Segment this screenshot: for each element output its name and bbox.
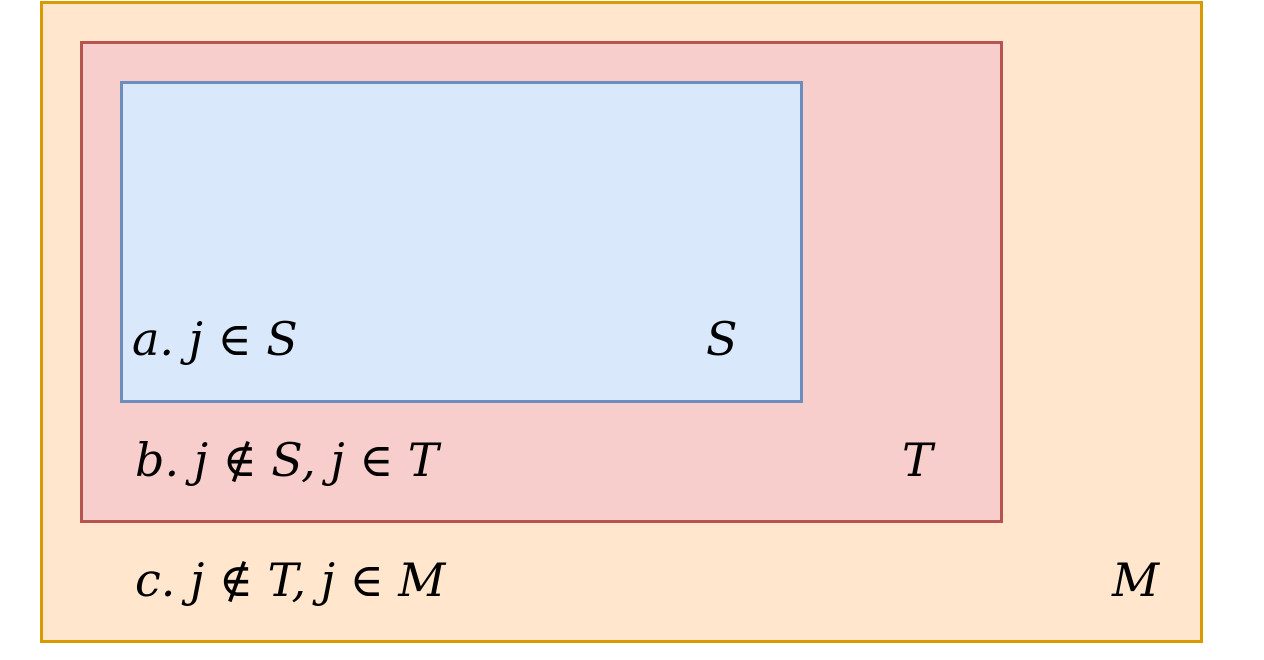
set-t-label: T	[902, 433, 933, 487]
set-s-box	[120, 81, 803, 403]
set-s-label: S	[706, 312, 738, 366]
case-a-label: a. j ∈ S	[132, 312, 298, 366]
set-m-label: M	[1112, 553, 1160, 607]
case-c-label: c. j ∉ T, j ∈ M	[135, 553, 446, 607]
case-b-label: b. j ∉ S, j ∈ T	[135, 433, 439, 487]
